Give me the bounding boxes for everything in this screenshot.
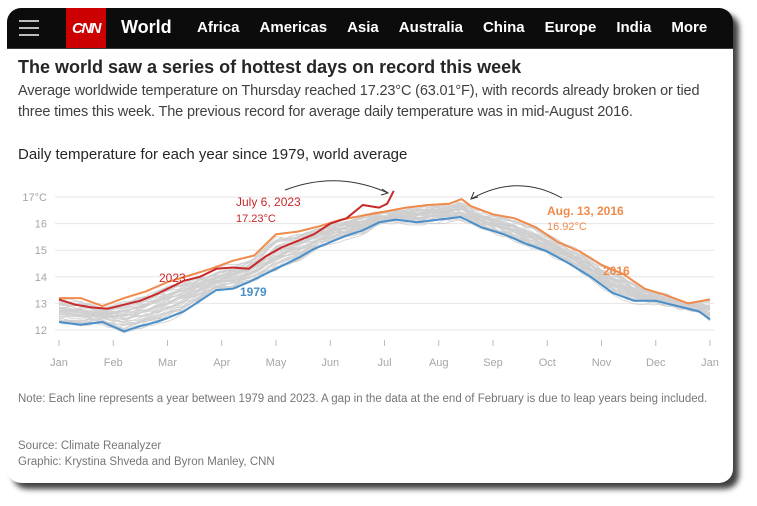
background-year-line <box>58 210 711 317</box>
x-tick-label: Feb <box>104 357 123 369</box>
annotation-record-2023: July 6, 2023 <box>236 195 301 209</box>
nav-link-asia[interactable]: Asia <box>347 19 379 36</box>
source-line: Source: Climate Reanalyzer <box>18 440 162 452</box>
x-tick-label: May <box>266 357 287 369</box>
x-tick-label: Sep <box>483 357 503 369</box>
background-year-line <box>58 207 711 318</box>
dek-text: Average worldwide temperature on Thursda… <box>18 83 700 120</box>
x-tick-label: Jan <box>50 357 68 369</box>
chart-title: Daily temperature for each year since 19… <box>18 146 408 163</box>
x-tick-label: Nov <box>592 357 612 369</box>
nav-link-australia[interactable]: Australia <box>398 19 463 36</box>
annotation-record-2016-value: 16.92°C <box>547 221 587 233</box>
x-tick-label: Oct <box>539 357 556 369</box>
temperature-chart: 12 13 14 15 16 17°C Jan Feb Mar Apr May Jun Jul Aug Se… <box>22 180 719 369</box>
x-tick-label: Jun <box>321 357 339 369</box>
y-tick-label: 13 <box>35 298 47 310</box>
y-tick-label: 14 <box>35 272 47 284</box>
arrow-2016 <box>470 185 563 200</box>
x-tick-label: Apr <box>213 357 230 369</box>
series-line-2016 <box>59 198 711 308</box>
section-title[interactable]: World <box>121 17 172 37</box>
nav-link-europe[interactable]: Europe <box>544 19 597 36</box>
arrow-2023 <box>284 180 389 194</box>
y-tick-label: 17°C <box>22 192 47 204</box>
hamburger-menu-icon[interactable] <box>19 17 39 39</box>
label-1979: 1979 <box>240 285 267 299</box>
article-card: CNN World Africa Americas Asia Australia… <box>7 8 733 483</box>
annotation-record-2016: Aug. 13, 2016 <box>547 204 624 218</box>
annotation-record-2023-value: 17.23°C <box>236 213 276 225</box>
y-tick-label: 15 <box>35 245 47 257</box>
headline: The world saw a series of hottest days o… <box>18 57 522 77</box>
nav-link-china[interactable]: China <box>482 19 525 36</box>
nav-links: Africa Americas Asia Australia China Eur… <box>197 19 727 36</box>
x-tick-label: Dec <box>646 357 666 369</box>
background-year-line <box>58 204 711 311</box>
nav-link-americas[interactable]: Americas <box>259 19 328 36</box>
top-navigation: CNN World Africa Americas Asia Australia… <box>7 8 733 49</box>
cnn-logo[interactable]: CNN <box>66 8 106 48</box>
arrow-head-2016 <box>470 191 479 200</box>
y-tick-label: 16 <box>35 219 47 231</box>
nav-link-more[interactable]: More <box>671 19 708 36</box>
y-tick-label: 12 <box>35 325 47 337</box>
label-2023: 2023 <box>159 271 186 285</box>
x-tick-label: Mar <box>158 357 177 369</box>
x-tick-label: Jan <box>701 357 719 369</box>
series-line-1979 <box>58 216 711 333</box>
chart-source: Source: Climate Reanalyzer Graphic: Krys… <box>18 438 275 470</box>
arrow-head-2023 <box>380 188 390 196</box>
label-2016: 2016 <box>603 264 630 278</box>
nav-link-africa[interactable]: Africa <box>197 19 240 36</box>
x-tick-label: Jul <box>377 357 391 369</box>
chart-note: Note: Each line represents a year betwee… <box>18 393 708 405</box>
nav-link-india[interactable]: India <box>616 19 652 36</box>
credit-line: Graphic: Krystina Shveda and Byron Manle… <box>18 456 275 468</box>
x-tick-label: Aug <box>429 357 449 369</box>
series-line-2023 <box>58 190 395 310</box>
